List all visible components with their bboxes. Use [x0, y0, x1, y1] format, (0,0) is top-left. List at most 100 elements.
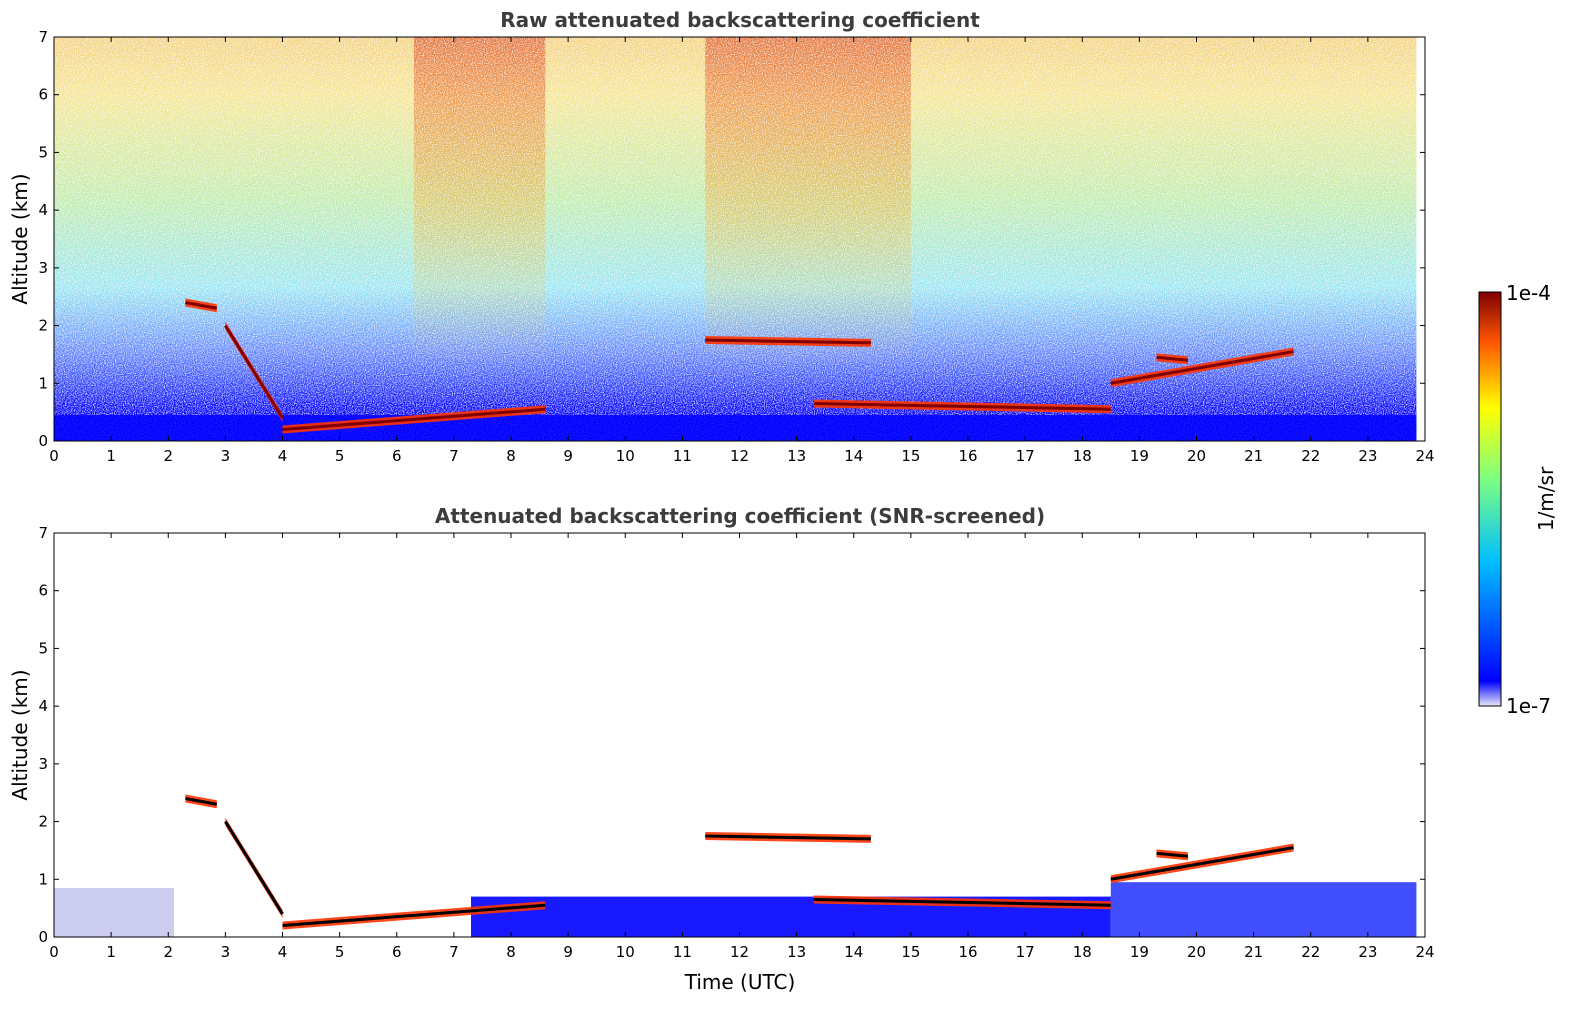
x-tick-label: 15 — [901, 447, 920, 465]
x-tick-label: 21 — [1244, 447, 1263, 465]
x-axis-ticks: 0 1 2 3 4 5 6 7 8 9 10 11 12 13 14 15 16 17 18 19 20 21 22 23 24 — [49, 37, 1435, 465]
y-tick-label: 3 — [38, 259, 48, 277]
aerosol-layer-core — [705, 338, 871, 345]
y-axis-ticks: 0 1 2 3 4 5 6 7 — [38, 28, 1425, 450]
x-axis-label: Time (UTC) — [684, 970, 796, 994]
x-tick-label: 11 — [673, 943, 692, 961]
x-tick-label: 4 — [278, 447, 288, 465]
colorbar-max-label: 1e-4 — [1506, 281, 1551, 305]
x-tick-label: 6 — [392, 943, 402, 961]
x-tick-label: 3 — [221, 447, 231, 465]
y-axis-label: Altitude (km) — [8, 669, 32, 800]
chart-title: Raw attenuated backscattering coefficien… — [500, 8, 980, 32]
raw-backscatter-plot-area — [54, 37, 1417, 441]
y-tick-label: 3 — [38, 755, 48, 773]
x-tick-label: 8 — [506, 447, 516, 465]
aerosol-layer-core — [1110, 846, 1294, 881]
x-tick-label: 22 — [1301, 943, 1320, 961]
x-tick-label: 17 — [1016, 447, 1035, 465]
x-tick-label: 22 — [1301, 447, 1320, 465]
colorbar-min-label: 1e-7 — [1506, 694, 1551, 718]
x-tick-label: 20 — [1187, 943, 1206, 961]
x-tick-label: 9 — [563, 943, 573, 961]
y-tick-label: 2 — [38, 317, 48, 335]
screened-low-layer — [1110, 882, 1417, 937]
x-tick-label: 21 — [1244, 943, 1263, 961]
x-tick-label: 19 — [1130, 943, 1149, 961]
y-tick-label: 7 — [38, 28, 48, 46]
aerosol-layer-core — [185, 301, 218, 310]
colorbar-gradient — [1478, 291, 1502, 707]
x-tick-label: 10 — [616, 943, 635, 961]
colorbar: 1e-4 1e-7 1/m/sr — [1478, 281, 1558, 718]
aerosol-layer-core — [224, 324, 284, 419]
x-tick-label: 12 — [730, 447, 749, 465]
y-tick-label: 0 — [38, 432, 48, 450]
x-tick-label: 12 — [730, 943, 749, 961]
aerosol-layer-core — [282, 407, 546, 431]
x-tick-label: 8 — [506, 943, 516, 961]
screened-aerosol-band — [54, 887, 174, 937]
y-tick-label: 0 — [38, 928, 48, 946]
x-tick-label: 9 — [563, 447, 573, 465]
x-tick-label: 19 — [1130, 447, 1149, 465]
x-tick-label: 24 — [1415, 447, 1434, 465]
y-tick-label: 1 — [38, 870, 48, 888]
chart-title: Attenuated backscattering coefficient (S… — [435, 504, 1045, 528]
x-tick-label: 16 — [958, 447, 977, 465]
x-tick-label: 0 — [49, 943, 59, 961]
x-tick-label: 17 — [1016, 943, 1035, 961]
y-tick-label: 4 — [38, 697, 48, 715]
snr-screened-plot-area — [54, 794, 1417, 937]
aerosol-layer-core — [705, 834, 871, 841]
x-tick-label: 13 — [787, 943, 806, 961]
y-tick-label: 2 — [38, 813, 48, 831]
x-tick-label: 1 — [106, 447, 116, 465]
x-tick-label: 5 — [335, 943, 345, 961]
x-tick-label: 16 — [958, 943, 977, 961]
raw-backscatter-panel: Raw attenuated backscattering coefficien… — [8, 8, 1435, 465]
x-tick-label: 18 — [1073, 943, 1092, 961]
x-tick-label: 4 — [278, 943, 288, 961]
x-tick-label: 23 — [1358, 943, 1377, 961]
x-tick-label: 6 — [392, 447, 402, 465]
x-tick-label: 1 — [106, 943, 116, 961]
x-tick-label: 11 — [673, 447, 692, 465]
x-tick-label: 15 — [901, 943, 920, 961]
x-tick-label: 5 — [335, 447, 345, 465]
aerosol-layer-core — [813, 401, 1111, 411]
x-tick-label: 14 — [844, 943, 863, 961]
x-tick-label: 13 — [787, 447, 806, 465]
x-tick-label: 18 — [1073, 447, 1092, 465]
y-tick-label: 5 — [38, 143, 48, 161]
y-tick-label: 1 — [38, 374, 48, 392]
aerosol-layer-core — [185, 797, 218, 806]
aerosol-layer-core — [224, 820, 284, 915]
colorbar-unit-label: 1/m/sr — [1534, 466, 1558, 531]
near-surface-signal — [54, 415, 1417, 441]
x-tick-label: 23 — [1358, 447, 1377, 465]
aerosol-layer-core — [1110, 350, 1294, 385]
x-tick-label: 20 — [1187, 447, 1206, 465]
aerosol-layer-core — [282, 903, 546, 927]
x-tick-label: 7 — [449, 943, 459, 961]
x-tick-label: 2 — [163, 447, 173, 465]
y-tick-label: 4 — [38, 201, 48, 219]
y-tick-label: 7 — [38, 524, 48, 542]
y-tick-label: 6 — [38, 582, 48, 600]
aerosol-layer-core — [813, 897, 1111, 907]
x-tick-label: 14 — [844, 447, 863, 465]
snr-screened-panel: Attenuated backscattering coefficient (S… — [8, 504, 1435, 994]
x-tick-label: 2 — [163, 943, 173, 961]
x-tick-label: 0 — [49, 447, 59, 465]
x-tick-label: 10 — [616, 447, 635, 465]
x-tick-label: 7 — [449, 447, 459, 465]
x-axis-ticks: 0 1 2 3 4 5 6 7 8 9 10 11 12 13 14 15 16 17 18 19 20 21 22 23 24 — [49, 533, 1435, 961]
y-axis-label: Altitude (km) — [8, 173, 32, 304]
x-tick-label: 24 — [1415, 943, 1434, 961]
x-tick-label: 3 — [221, 943, 231, 961]
aerosol-layer-core — [1156, 851, 1189, 858]
y-tick-label: 5 — [38, 639, 48, 657]
y-tick-label: 6 — [38, 86, 48, 104]
